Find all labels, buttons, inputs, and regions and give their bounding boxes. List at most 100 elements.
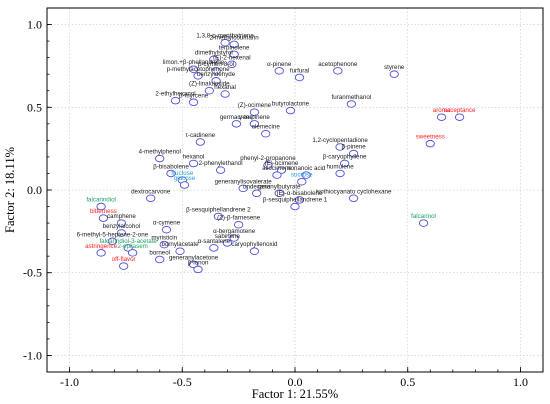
data-point (335, 169, 345, 178)
point-label: (E)-ocimene (265, 160, 299, 167)
point-label: sucrose (291, 172, 313, 179)
data-point (175, 247, 185, 255)
data-point (249, 247, 260, 255)
point-label: 1,2-cyclopentadione (312, 137, 368, 144)
point-label: α-pinene (267, 61, 292, 68)
y-axis-label: Factor 2: 18.11% (3, 147, 17, 233)
point-label: generanylisovalerate (215, 178, 273, 185)
data-point (155, 255, 165, 264)
point-label: sweetness (416, 134, 445, 141)
data-point (220, 38, 230, 47)
data-point (249, 120, 260, 128)
data-point (170, 96, 181, 105)
x-tick-label: 0.5 (400, 375, 415, 389)
data-point (294, 196, 305, 204)
data-point (425, 139, 435, 148)
point-label: generanylacetone (169, 254, 219, 261)
point-label: acceptance (444, 107, 476, 114)
data-point (119, 262, 129, 270)
data-point (276, 166, 287, 174)
point-label: (Z)-β-farnesene (217, 215, 261, 222)
point-label: furanmethanol (332, 94, 372, 101)
data-point (261, 129, 271, 138)
point-label: 2-epilasem (118, 243, 148, 250)
data-point (116, 229, 127, 237)
data-point (238, 184, 248, 193)
point-label: borneol (149, 249, 170, 256)
data-point (252, 189, 262, 198)
x-tick-label: 1.0 (513, 375, 528, 389)
y-tick-label: -0.5 (23, 266, 42, 280)
point-label: benzylalcohol (103, 223, 141, 230)
data-point (222, 239, 233, 247)
point-label: sabinene (215, 233, 241, 240)
data-point (297, 177, 307, 186)
point-label: allocimene (262, 165, 292, 172)
point-label: hexanal (214, 84, 236, 91)
point-label: α-cymene (153, 220, 181, 227)
point-label: off-flavor (112, 256, 136, 263)
data-point (348, 194, 359, 203)
data-point (195, 138, 205, 146)
data-point (116, 219, 127, 227)
data-point (290, 202, 300, 211)
point-label: β-sesquiphellandrene 1 (263, 197, 328, 204)
y-tick-label: 1.0 (27, 18, 42, 32)
point-label: myristicin (151, 235, 177, 242)
data-point (274, 67, 284, 75)
data-point (294, 73, 305, 82)
point-label: camphene (107, 213, 136, 220)
point-label: styrene (384, 64, 405, 71)
point-label: aroma (433, 107, 451, 114)
point-label: β-ionon (188, 259, 209, 266)
data-point (274, 189, 284, 198)
point-label: germacrene (220, 114, 254, 121)
point-label: (E)-2-hexenal (213, 54, 251, 61)
point-label: caryophyllenoxid (231, 241, 278, 248)
data-point (211, 77, 221, 85)
axis-ticks: -1.0 -0.5 0.0 0.5 1.0 1.0 0.5 0.0 -0.5 -1.0 (23, 18, 528, 389)
data-point (454, 113, 465, 121)
point-label: β-pinene (342, 144, 367, 151)
data-point (123, 244, 133, 252)
point-label: α-santalene (198, 238, 231, 245)
data-point (249, 108, 260, 116)
point-label: 2-ethylhexanol (155, 91, 195, 98)
data-point (188, 98, 199, 107)
point-label: 6-methyl-5-heptene-2-one (77, 231, 149, 238)
data-point (285, 106, 296, 115)
data-point (188, 65, 199, 73)
data-point (179, 181, 190, 189)
data-point (96, 249, 106, 257)
point-label: (E)-α-bisabolene (277, 190, 323, 197)
data-point (389, 70, 399, 78)
point-label: 1,3,8-p-menthatriene (196, 33, 254, 40)
data-point (161, 225, 172, 234)
data-point (333, 67, 343, 75)
data-point (346, 100, 357, 108)
point-label: terpinolene (219, 44, 250, 51)
data-point (209, 244, 219, 252)
y-tick-label: 0.0 (27, 183, 42, 197)
point-label: phenyl-2-propanone (240, 155, 296, 162)
data-points (96, 38, 465, 274)
point-label: nonanoic acid (287, 165, 326, 172)
point-label: limon.+β-phellandrene (163, 59, 225, 66)
data-point (146, 194, 156, 203)
data-point (348, 149, 359, 158)
data-point (227, 60, 237, 69)
point-label: p-cymen-8-ol (198, 61, 234, 68)
data-point (209, 55, 219, 64)
point-label: fructose (171, 170, 194, 177)
data-point (213, 212, 223, 221)
data-point (339, 159, 350, 168)
data-point (231, 120, 242, 128)
data-point (436, 113, 447, 121)
point-label: α-bergamotene (213, 228, 256, 235)
point-label: dimethylstyrol (195, 49, 233, 56)
point-label: hexanol (183, 154, 205, 161)
data-point (188, 159, 199, 168)
point-label: bitterness (90, 208, 117, 215)
data-point (188, 260, 199, 269)
point-label: β-myrcene (179, 92, 209, 99)
